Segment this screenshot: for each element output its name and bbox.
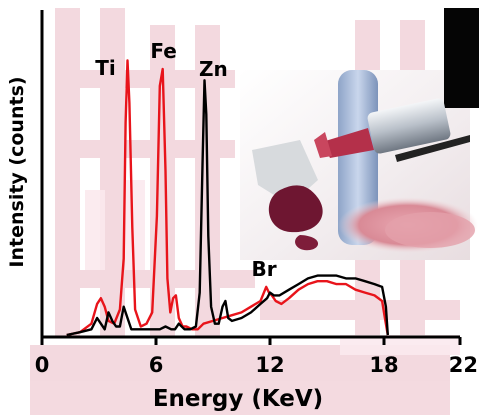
x-tick-label: 18 xyxy=(369,353,398,377)
y-axis-title: Intensity (counts) xyxy=(6,76,28,267)
x-axis-ticks xyxy=(40,337,462,345)
peak-labels: Ti Fe Zn Br xyxy=(95,39,277,281)
x-tick-label: 22 xyxy=(449,353,478,377)
x-tick-labels: 0 6 12 18 22 xyxy=(35,353,478,377)
x-tick-label: 0 xyxy=(35,353,50,377)
series-line-0 xyxy=(66,59,389,337)
x-tick-label: 6 xyxy=(149,353,164,377)
peak-label: Zn xyxy=(199,57,228,81)
peak-label: Br xyxy=(252,257,277,281)
peak-label: Ti xyxy=(95,56,116,80)
x-tick-label: 12 xyxy=(255,353,284,377)
spectrum-series xyxy=(66,59,389,337)
x-axis-title: Energy (KeV) xyxy=(153,386,323,412)
peak-label: Fe xyxy=(150,39,176,63)
lipstick-photo-inset xyxy=(240,8,479,260)
series-line-1 xyxy=(66,79,389,337)
